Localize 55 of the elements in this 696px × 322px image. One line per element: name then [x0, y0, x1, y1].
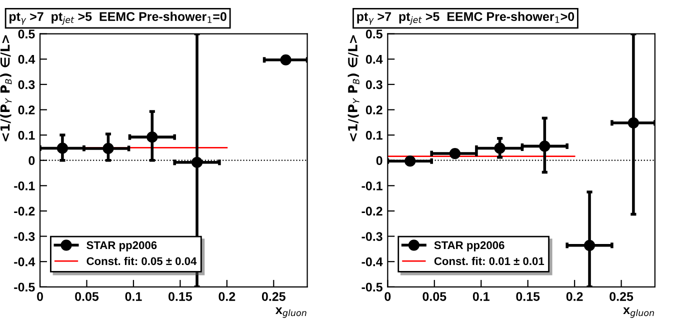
- x-tick-label: 0: [37, 292, 43, 301]
- chart-title: pt$_{γ}$ >7 pt$_{jet}$ >5 EEMC Pre-shower$_{1}$>0: [357, 12, 574, 25]
- legend-label: STAR pp2006: [86, 241, 157, 252]
- point: [494, 142, 506, 154]
- y-tick-label: 0.3: [18, 80, 35, 90]
- y-tick-label: 0.5: [366, 30, 382, 38]
- y-tick-label: -0.1: [14, 181, 35, 190]
- y-tick-label: 0.2: [18, 106, 35, 114]
- y-tick-label: -0.3: [362, 232, 382, 241]
- x-tick-label: 0.2: [218, 292, 236, 301]
- x-tick-label: 0.15: [168, 292, 192, 301]
- legend-label: Const. fit: 0.01 ± 0.01: [434, 256, 544, 266]
- y-tick-label: 0.2: [366, 106, 382, 114]
- legend-label: STAR pp2006: [434, 241, 504, 252]
- point: [280, 54, 292, 66]
- x-tick-label: 0.25: [610, 292, 634, 301]
- y-tick-label: 0.4: [366, 54, 383, 64]
- y-tick-label: -0.2: [14, 206, 35, 216]
- point: [628, 117, 639, 128]
- point: [449, 148, 461, 160]
- x-tick-label: 0.15: [516, 292, 540, 301]
- x-axis-title: x$_{gluon}$: [275, 307, 306, 318]
- x-tick-label: 0.05: [75, 292, 99, 301]
- y-tick-label: -0.2: [362, 206, 382, 216]
- x-tick-label: 0.2: [566, 292, 583, 301]
- y-tick-label: -0.4: [14, 257, 36, 266]
- y-tick-label: 0.1: [366, 130, 382, 140]
- point: [191, 156, 203, 168]
- x-tick-label: 0.1: [472, 292, 490, 301]
- point: [146, 132, 158, 143]
- y-tick-label: -0.3: [14, 232, 35, 241]
- y-tick-label: 0.1: [18, 130, 35, 140]
- y-tick-label: -0.1: [362, 181, 382, 190]
- x-tick-label: 0.05: [422, 292, 446, 301]
- legend-label: Const. fit: 0.05 ± 0.04: [86, 256, 197, 266]
- point: [56, 142, 68, 154]
- point: [584, 240, 596, 251]
- point: [404, 156, 416, 167]
- x-tick-label: 0: [384, 292, 391, 301]
- point: [539, 140, 550, 152]
- y-axis-title: <1/(P$_{Y}$ P$_{B}$) ∈/L>: [348, 35, 360, 142]
- y-tick-label: 0.4: [18, 54, 36, 64]
- y-tick-label: -0.5: [14, 282, 35, 292]
- y-tick-label: -0.4: [362, 257, 383, 266]
- y-axis-title: <1/(P$_{Y}$ P$_{B}$) ∈/L>: [0, 35, 12, 142]
- chart-title: pt$_{γ}$ >7 pt$_{jet}$ >5 EEMC Pre-shower$_{1}$=0: [10, 12, 226, 25]
- y-tick-label: 0.5: [18, 30, 35, 38]
- y-tick-label: -0.5: [362, 282, 382, 292]
- y-tick-label: 0: [28, 156, 35, 166]
- point: [102, 142, 114, 154]
- x-axis-title: x$_{gluon}$: [623, 307, 654, 318]
- y-tick-label: 0.3: [366, 80, 382, 90]
- y-tick-label: 0: [376, 156, 382, 166]
- x-tick-label: 0.1: [125, 292, 142, 301]
- x-tick-label: 0.25: [262, 292, 286, 301]
